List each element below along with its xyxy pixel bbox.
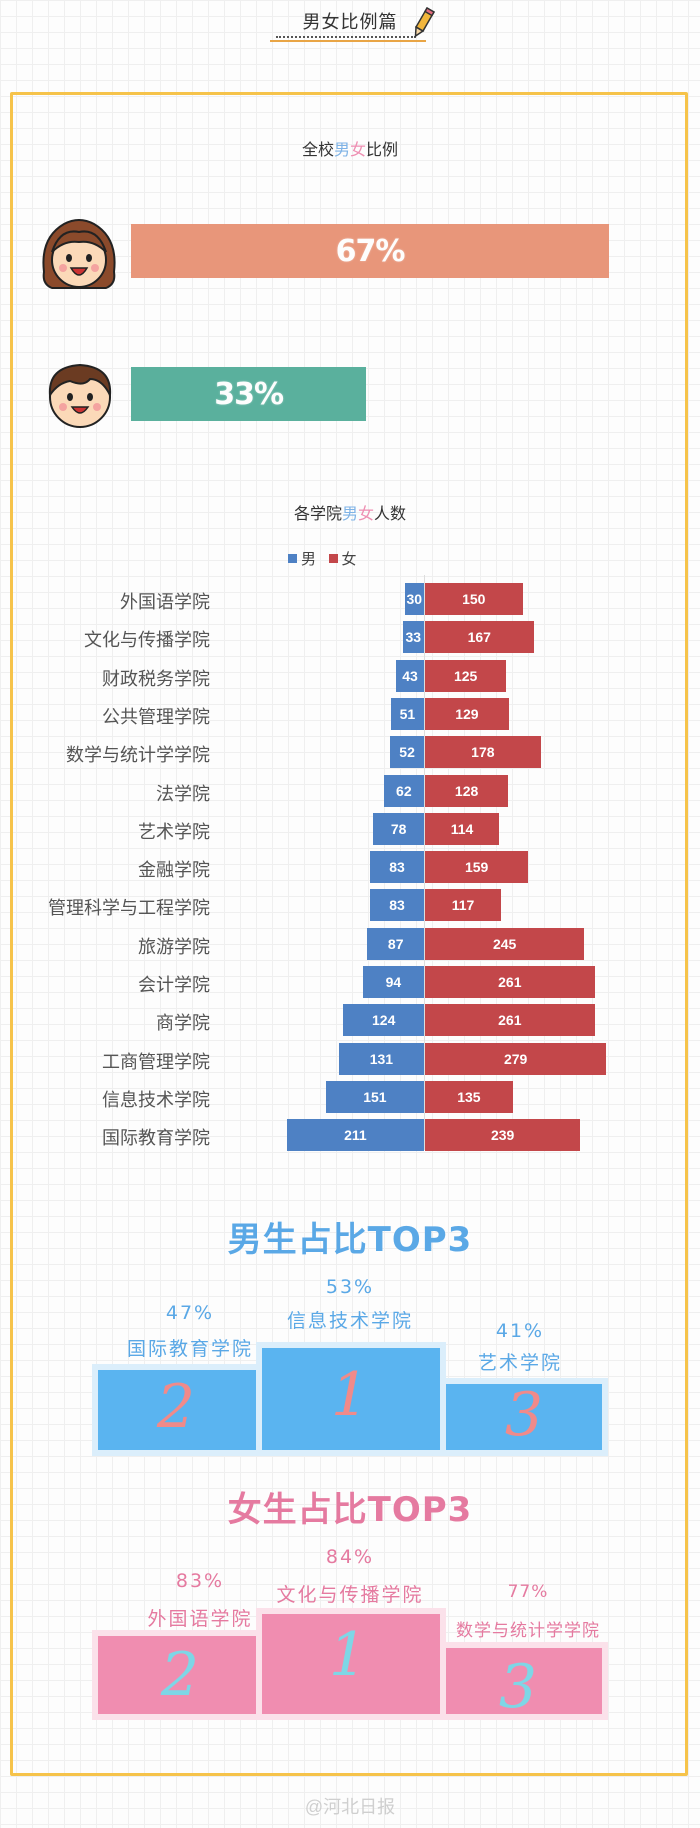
female-third-pct: 77% [507, 1582, 549, 1602]
college-chart-title: 各学院男女人数 [293, 506, 407, 523]
content-frame [10, 92, 688, 1776]
college-label: 信息技术学院 [102, 1089, 210, 1110]
college-label: 商学院 [156, 1013, 210, 1034]
college-label: 旅游学院 [138, 936, 210, 957]
male-third-pct: 41% [495, 1320, 545, 1342]
male-bar: 131 [338, 1042, 424, 1075]
legend-male-label: 男 [301, 551, 317, 568]
college-label: 工商管理学院 [102, 1051, 210, 1072]
female-bar: 279 [425, 1042, 607, 1075]
male-bar: 51 [390, 697, 424, 730]
overall-ratio-title: 全校男女比例 [301, 142, 399, 159]
female-ratio-bar: 67% [131, 224, 609, 278]
male-bar: 83 [370, 851, 424, 884]
male-bar: 87 [367, 927, 424, 960]
male-ratio-bar: 33% [131, 367, 367, 421]
male-first-pct: 53% [325, 1276, 375, 1298]
female-rank-third: 3 [498, 1652, 538, 1722]
legend-female-swatch [328, 554, 338, 563]
title-dotted-underline [276, 36, 416, 38]
female-bar: 245 [425, 927, 585, 960]
chart-center-axis [424, 575, 425, 1150]
college-label: 文化与传播学院 [84, 630, 210, 651]
female-top3-title: 女生占比TOP3 [227, 1490, 473, 1530]
watermark: @河北日报 [304, 1797, 396, 1817]
male-bar: 30 [404, 583, 424, 615]
female-bar: 239 [425, 1119, 581, 1152]
female-bar: 114 [425, 812, 500, 845]
female-third-name: 数学与统计学学院 [456, 1621, 600, 1641]
female-bar: 135 [425, 1080, 513, 1113]
male-bar: 151 [325, 1080, 424, 1113]
college-label: 外国语学院 [120, 592, 210, 612]
college-label: 管理科学与工程学院 [48, 898, 210, 919]
male-bar: 33 [402, 621, 424, 654]
college-label: 法学院 [156, 783, 210, 804]
male-third-name: 艺术学院 [477, 1352, 562, 1374]
legend-female-label: 女 [341, 551, 357, 568]
male-bar: 43 [396, 659, 424, 692]
female-bar: 261 [425, 1004, 595, 1037]
female-second-pct: 83% [175, 1570, 225, 1592]
female-bar: 167 [425, 621, 534, 654]
female-second-name: 外国语学院 [147, 1608, 253, 1630]
female-bar: 261 [425, 966, 595, 998]
female-rank-first: 1 [328, 1620, 368, 1690]
college-label: 国际教育学院 [102, 1128, 210, 1149]
female-rank-second: 2 [160, 1640, 200, 1710]
chart-legend: 男 女 [288, 548, 357, 569]
female-bar: 159 [425, 851, 529, 884]
college-label: 财政税务学院 [102, 668, 210, 689]
podium-step-third [440, 1642, 608, 1720]
female-bar: 178 [425, 736, 541, 769]
male-bar: 52 [390, 736, 424, 769]
male-bar: 78 [373, 812, 424, 845]
female-bar: 129 [425, 697, 509, 730]
female-first-pct: 84% [325, 1546, 375, 1568]
male-bar: 62 [383, 774, 424, 807]
female-bar: 117 [425, 889, 502, 922]
pencil-icon [414, 6, 435, 38]
male-first-name: 信息技术学院 [286, 1310, 413, 1332]
legend-male-swatch [288, 554, 297, 563]
male-second-pct: 47% [165, 1302, 215, 1324]
podium-step-second [92, 1630, 262, 1720]
male-rank-first: 1 [330, 1360, 370, 1430]
page-title: 男女比例篇 [302, 12, 398, 32]
male-bar: 94 [362, 966, 424, 998]
male-top3-title: 男生占比TOP3 [227, 1220, 473, 1260]
title-underline [270, 40, 426, 42]
male-rank-third: 3 [504, 1380, 544, 1450]
college-label: 会计学院 [138, 975, 210, 995]
male-bar: 124 [343, 1004, 424, 1037]
female-bar: 150 [425, 583, 523, 615]
girl-avatar-icon [42, 219, 116, 289]
college-label: 公共管理学院 [102, 706, 210, 727]
male-rank-second: 2 [156, 1372, 196, 1442]
female-bar: 128 [425, 774, 509, 807]
male-second-name: 国际教育学院 [126, 1338, 253, 1360]
male-bar: 211 [286, 1119, 424, 1152]
podium-step-third [440, 1378, 608, 1456]
male-bar: 83 [370, 889, 424, 922]
female-first-name: 文化与传播学院 [276, 1584, 424, 1606]
female-bar: 125 [425, 659, 507, 692]
boy-avatar-icon [48, 363, 112, 428]
college-label: 数学与统计学学院 [66, 745, 210, 766]
college-label: 金融学院 [138, 860, 210, 881]
college-label: 艺术学院 [138, 821, 210, 842]
